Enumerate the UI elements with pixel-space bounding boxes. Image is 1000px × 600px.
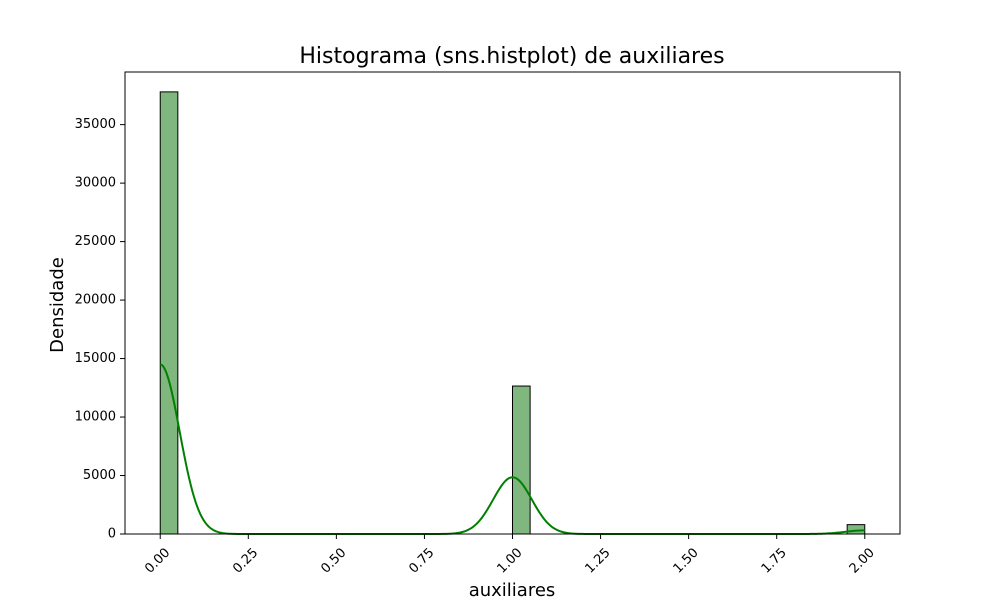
histogram-bar-2 [846,524,866,535]
y-axis-label: Densidade [47,257,68,353]
x-tick-label: 0.75 [406,545,437,576]
y-axis: 0 5000 10000 15000 20000 25000 30000 35000 [75,117,125,542]
histogram-bar-1 [512,385,531,535]
x-tick-label: 2.00 [847,545,878,576]
bars-group [159,91,866,535]
x-tick-label: 1.75 [759,545,790,576]
y-tick-label: 15000 [75,351,116,366]
x-axis-label: auxiliares [469,580,556,600]
y-tick-label: 35000 [75,117,116,132]
x-axis: 0.00 0.25 0.50 0.75 1.00 1.25 1.50 1.75 2.00 [142,534,878,577]
y-tick-label: 20000 [75,293,116,308]
y-tick-label: 5000 [83,468,116,483]
x-tick-label: 0.00 [142,545,173,576]
x-tick-label: 0.50 [318,545,349,576]
y-tick-label: 0 [108,527,116,542]
chart-title: Histograma (sns.histplot) de auxiliares [299,44,724,69]
y-tick-label: 10000 [75,410,116,425]
x-tick-label: 1.00 [494,545,525,576]
y-tick-label: 25000 [75,234,116,249]
x-tick-label: 1.25 [583,545,614,576]
y-tick-label: 30000 [75,176,116,191]
x-tick-label: 1.50 [671,545,702,576]
x-tick-label: 0.25 [230,545,261,576]
histogram-bar-0 [159,91,179,535]
